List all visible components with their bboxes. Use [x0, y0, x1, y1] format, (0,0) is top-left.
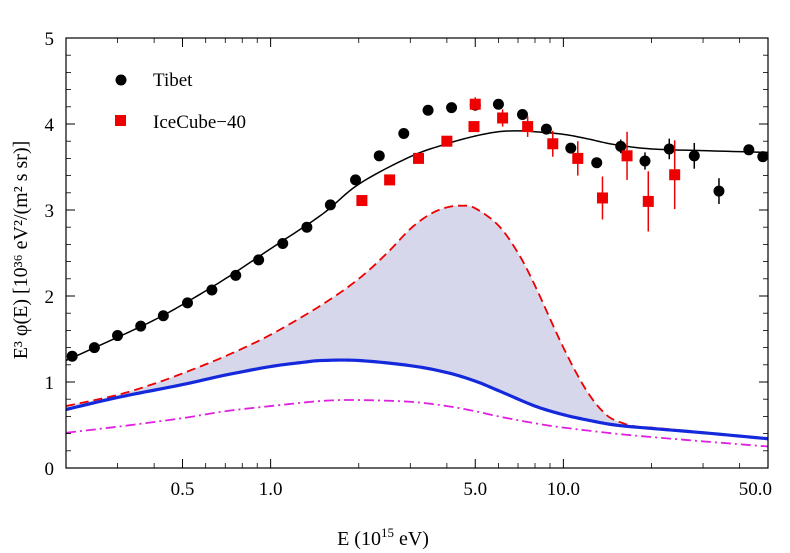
x-tick-label: 10.0 [547, 479, 580, 500]
data-point-icecube-40 [469, 98, 481, 110]
data-point-icecube-40 [522, 121, 534, 133]
legend-label-icecube: IceCube−40 [153, 112, 246, 133]
data-point-tibet [591, 157, 603, 169]
shaded-region [66, 205, 768, 439]
data-point-tibet [757, 151, 769, 163]
data-point-tibet [422, 104, 434, 116]
data-point-icecube-40 [356, 195, 368, 207]
x-tick-label: 50.0 [739, 479, 772, 500]
data-point-icecube-40 [621, 150, 633, 162]
data-point-tibet [301, 221, 313, 233]
data-point-tibet [446, 102, 458, 114]
data-point-icecube-40 [497, 112, 509, 124]
y-tick-label: 3 [45, 201, 55, 222]
data-point-icecube-40 [413, 152, 425, 164]
data-point-tibet [66, 350, 78, 362]
data-point-tibet [398, 127, 410, 139]
data-point-tibet [373, 150, 385, 162]
data-point-tibet [639, 155, 651, 167]
data-point-tibet [181, 297, 193, 309]
data-point-tibet [230, 269, 242, 281]
x-tick-label: 5.0 [463, 479, 487, 500]
data-point-tibet [206, 284, 218, 296]
data-point-tibet [540, 123, 552, 135]
data-point-tibet [743, 144, 755, 156]
data-point-icecube-40 [547, 138, 559, 150]
data-point-icecube-40 [669, 169, 681, 181]
curve-red-dashed [66, 204, 680, 432]
data-point-icecube-40 [384, 174, 396, 186]
y-tick-label: 2 [45, 287, 55, 308]
curve-magenta-dash-dot [66, 399, 768, 448]
y-tick-label: 0 [45, 459, 55, 480]
curve-blue-solid [66, 358, 768, 441]
data-point-tibet [88, 342, 100, 354]
legend: Tibet IceCube−40 [115, 70, 246, 133]
data-point-icecube-40 [441, 135, 453, 147]
y-tick-label: 1 [45, 373, 55, 394]
data-point-tibet [663, 143, 675, 155]
y-tick-label: 5 [45, 29, 55, 50]
data-point-tibet [253, 254, 265, 266]
data-point-tibet [713, 185, 725, 197]
data-point-tibet [516, 109, 528, 121]
y-axis-title: E³ φ(E) [10³⁶ eV²/(m² s sr)] [10, 141, 32, 360]
data-point-tibet [688, 150, 700, 162]
data-point-tibet [112, 330, 124, 342]
legend-marker-icecube [115, 115, 126, 126]
data-point-icecube-40 [468, 121, 480, 133]
data-point-tibet [277, 238, 289, 250]
x-tick-label: 0.5 [171, 479, 195, 500]
data-point-tibet [565, 142, 577, 154]
x-axis-title: E (1015 eV) [337, 525, 429, 550]
data-point-icecube-40 [642, 195, 654, 207]
data-point-tibet [615, 140, 627, 152]
data-point-tibet [324, 199, 336, 211]
data-point-tibet [157, 310, 169, 322]
data-point-tibet [350, 174, 362, 186]
y-tick-label: 4 [45, 115, 55, 136]
plot-frame [65, 37, 769, 469]
legend-label-tibet: Tibet [153, 70, 193, 91]
legend-marker-tibet [115, 74, 127, 86]
x-tick-label: 1.0 [259, 479, 283, 500]
data-point-tibet [492, 98, 504, 110]
data-point-tibet [135, 320, 147, 332]
data-point-icecube-40 [572, 152, 584, 164]
data-point-icecube-40 [596, 192, 608, 204]
